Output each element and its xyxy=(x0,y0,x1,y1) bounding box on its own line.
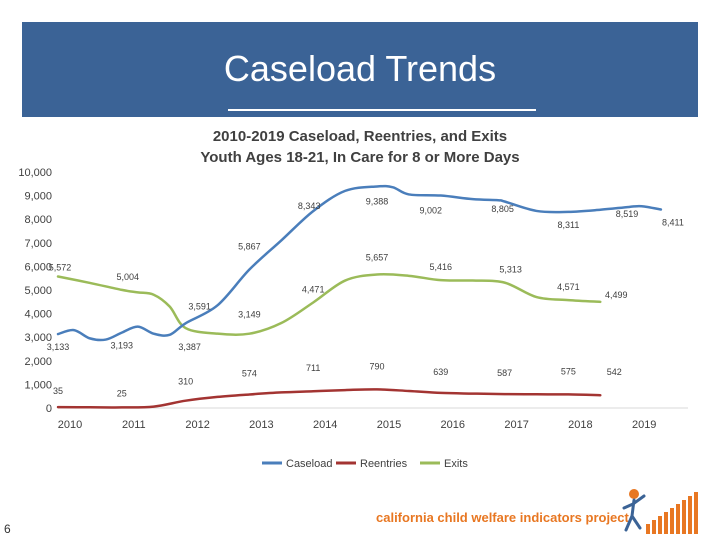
data-label: 5,313 xyxy=(499,265,522,275)
y-tick-label: 1,000 xyxy=(24,379,52,391)
data-label: 310 xyxy=(178,377,193,387)
brand-text: california child welfare indicators proj… xyxy=(376,510,629,525)
data-label: 575 xyxy=(561,366,576,376)
data-label: 711 xyxy=(306,363,320,373)
title-underline xyxy=(228,109,536,111)
data-label: 4,571 xyxy=(557,282,580,292)
data-label: 9,002 xyxy=(420,206,443,216)
data-label: 8,411 xyxy=(662,218,684,228)
data-label: 5,416 xyxy=(430,262,453,272)
chart-title-line-1: 2010-2019 Caseload, Reentries, and Exits xyxy=(212,128,508,145)
data-label: 25 xyxy=(117,388,127,398)
legend-label: Caseload xyxy=(286,458,332,470)
y-tick-label: 6,000 xyxy=(24,261,52,273)
data-label: 3,591 xyxy=(188,301,211,311)
data-label: 4,471 xyxy=(302,284,325,294)
data-label: 574 xyxy=(242,368,257,378)
data-label: 4,499 xyxy=(605,290,628,300)
x-tick-label: 2014 xyxy=(313,419,337,431)
data-label: 8,343 xyxy=(298,201,321,211)
chart-title-line-2: Youth Ages 18-21, In Care for 8 or More … xyxy=(200,149,520,166)
legend-label: Reentries xyxy=(360,458,408,470)
data-label: 35 xyxy=(53,386,63,396)
data-label: 639 xyxy=(433,367,448,377)
y-tick-label: 2,000 xyxy=(24,356,52,368)
y-tick-label: 10,000 xyxy=(18,167,52,179)
data-label: 5,004 xyxy=(117,272,140,282)
x-tick-label: 2011 xyxy=(122,419,146,431)
data-label: 8,311 xyxy=(557,220,579,230)
x-tick-label: 2018 xyxy=(568,419,592,431)
x-tick-label: 2013 xyxy=(249,419,273,431)
y-tick-label: 0 xyxy=(46,403,52,415)
data-label: 5,572 xyxy=(49,263,72,273)
x-tick-label: 2010 xyxy=(58,419,82,431)
x-tick-label: 2019 xyxy=(632,419,656,431)
slide-title: Caseload Trends xyxy=(223,48,497,89)
legend-label: Exits xyxy=(444,458,468,470)
x-tick-label: 2015 xyxy=(377,419,401,431)
data-label: 3,387 xyxy=(178,342,201,352)
data-label: 3,133 xyxy=(47,342,70,352)
data-label: 5,657 xyxy=(366,252,389,262)
y-tick-label: 3,000 xyxy=(24,332,52,344)
data-label: 9,388 xyxy=(366,196,389,206)
title-banner: Caseload Trends xyxy=(22,22,698,117)
y-tick-label: 4,000 xyxy=(24,309,52,321)
footer-logo: california child welfare indicators proj… xyxy=(376,486,706,536)
slide-number: 6 xyxy=(4,522,11,536)
series-line-caseload xyxy=(56,184,663,342)
x-tick-label: 2016 xyxy=(441,419,465,431)
y-tick-label: 5,000 xyxy=(24,285,52,297)
y-tick-label: 7,000 xyxy=(24,238,52,250)
data-label: 587 xyxy=(497,368,512,378)
data-label: 542 xyxy=(607,367,622,377)
y-tick-label: 9,000 xyxy=(24,191,52,203)
series-line-exits xyxy=(56,272,602,336)
data-label: 3,149 xyxy=(238,310,261,320)
chart-title: 2010-2019 Caseload, Reentries, and Exits… xyxy=(130,126,590,168)
person-figure-bar-chart-icon xyxy=(622,489,698,534)
data-label: 3,193 xyxy=(111,341,134,351)
data-label: 790 xyxy=(369,361,384,371)
x-tick-label: 2012 xyxy=(185,419,209,431)
data-label: 5,867 xyxy=(238,242,261,252)
x-tick-label: 2017 xyxy=(504,419,528,431)
data-label: 8,519 xyxy=(616,209,639,219)
series-line-reentries xyxy=(56,388,602,409)
data-label: 8,805 xyxy=(491,204,514,214)
y-tick-label: 8,000 xyxy=(24,214,52,226)
